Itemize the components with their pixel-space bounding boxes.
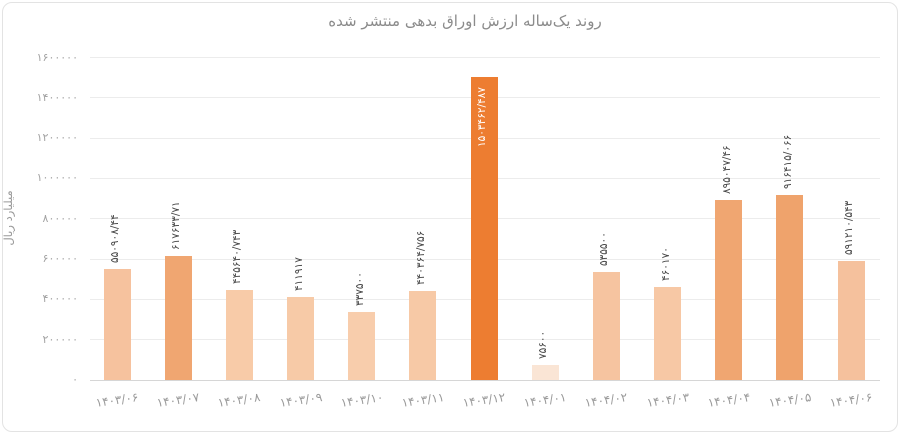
bar-value-label: ۹۱۶۴۱۵/۰۶۶ [781,134,794,190]
chart-title: روند یک‌ساله ارزش اوراق بدهی منتشر شده [328,12,602,30]
bar-۱۴۰۴/۰۵ [776,195,804,380]
bar-۱۴۰۳/۱۱ [409,291,437,380]
y-tick-label: ۱۰۰۰۰۰۰ [36,171,78,185]
bar-۱۴۰۴/۰۳ [654,287,681,380]
bar-value-label: ۴۱۱۹۱۷ [292,257,305,291]
y-tick-label: ۶۰۰۰۰۰ [42,252,78,266]
bar-۱۴۰۴/۰۴ [715,199,743,380]
y-tick-label: ۱۶۰۰۰۰۰ [36,50,78,64]
y-tick-label: ۱۲۰۰۰۰۰ [36,131,78,145]
gridline [90,57,880,58]
bar-۱۴۰۴/۰۱ [531,364,559,380]
bar-۱۴۰۴/۰۲ [592,272,620,380]
bar-value-label: ۴۶۰۱۷۰ [659,247,672,282]
bar-۱۴۰۳/۰۹ [287,296,314,380]
bar-value-label: ۵۵۰۹۰۸/۴۴ [109,214,121,263]
y-tick-label: ۸۰۰۰۰۰ [42,211,78,225]
y-tick-label: ۱۴۰۰۰۰۰ [36,90,78,104]
bar-۱۴۰۳/۰۶ [103,268,131,380]
bar-۱۴۰۳/۱۲ [470,76,498,380]
bar-value-label: ۶۱۷۶۳۳/۷۱ [170,200,183,250]
bar-value-label: ۵۹۱۲۱۰/۵۴۳ [843,200,855,255]
y-tick-label: ۴۰۰۰۰۰ [42,292,78,306]
bar-value-label: ۴۴۵۶۴۰/۷۴۳ [231,229,244,285]
bar-value-label: ۳۳۷۵۰۰ [353,272,366,306]
bar-value-label: ۴۴۰۳۶۴/۷۵۶ [414,230,427,286]
y-tick-label: ۰ [72,373,78,386]
bar-۱۴۰۳/۰۷ [164,255,192,380]
y-tick-label: ۲۰۰۰۰۰ [42,332,78,346]
bar-۱۴۰۳/۰۸ [225,290,253,380]
bar-value-label: ۷۵۶۰۰ [537,330,550,359]
bar-۱۴۰۳/۱۰ [348,311,376,380]
x-axis-line [90,379,880,381]
bar-۱۴۰۴/۰۶ [837,260,865,380]
bar-value-label: ۵۳۵۵۰۰ [598,232,611,267]
bar-value-label: ۱۵۰۳۴۶۲/۴۸۷ [476,87,488,147]
bar-value-label: ۸۹۵۰۴۷/۴۶ [720,144,733,194]
